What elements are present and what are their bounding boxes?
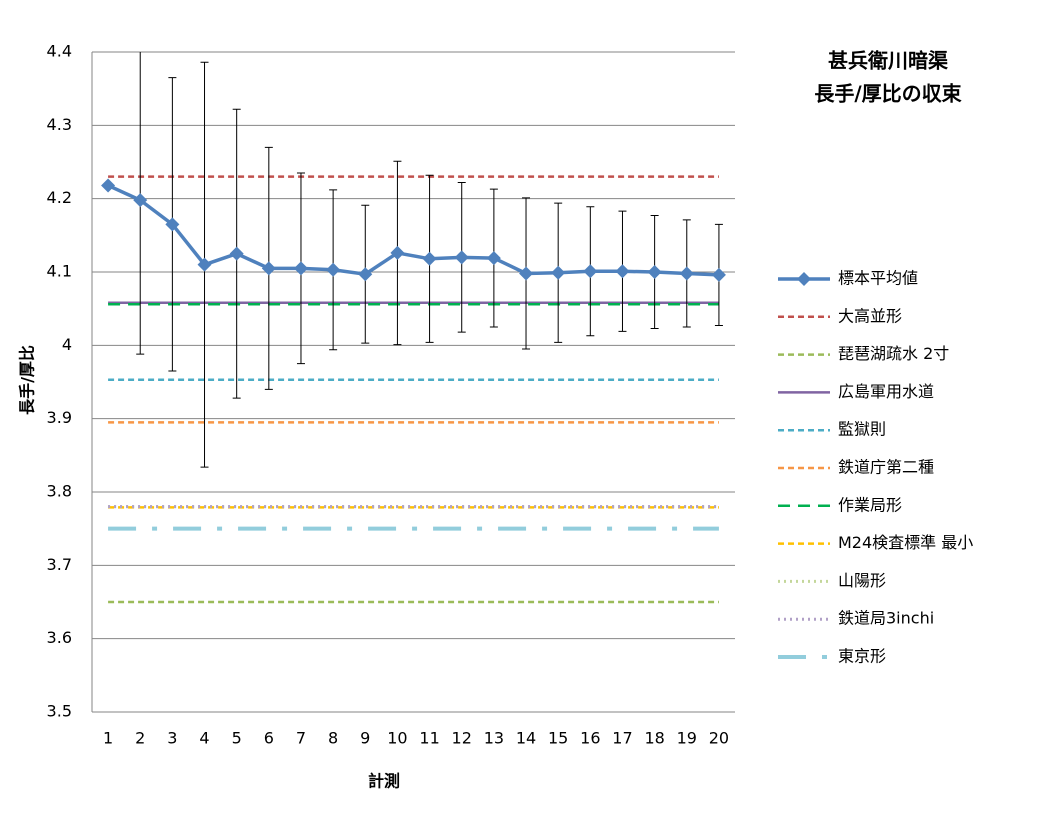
x-tick-label: 17 xyxy=(612,729,632,748)
x-tick-label: 4 xyxy=(199,729,209,748)
x-tick-label: 18 xyxy=(644,729,664,748)
x-tick-label: 9 xyxy=(360,729,370,748)
marker xyxy=(615,264,630,279)
y-tick-label: 4.4 xyxy=(47,42,72,61)
marker xyxy=(293,261,308,276)
x-tick-label: 15 xyxy=(548,729,568,748)
x-tick-label: 10 xyxy=(387,729,407,748)
legend-label: 広島軍用水道 xyxy=(838,382,934,401)
x-tick-label: 2 xyxy=(135,729,145,748)
x-tick-label: 3 xyxy=(167,729,177,748)
y-tick-label: 3.6 xyxy=(47,628,72,647)
x-tick-label: 11 xyxy=(419,729,439,748)
legend-label: 作業局形 xyxy=(838,495,902,514)
x-tick-label: 13 xyxy=(484,729,504,748)
legend-label: 山陽形 xyxy=(838,571,886,590)
marker xyxy=(165,217,180,232)
legend-label: 鉄道局3inchi xyxy=(838,609,934,628)
legend-label: 鉄道庁第二種 xyxy=(838,458,934,477)
chart-title: 甚兵衛川暗渠 xyxy=(828,49,949,73)
legend-label: 東京形 xyxy=(838,647,886,666)
legend-label: M24検査標準 最小 xyxy=(838,533,973,552)
y-tick-label: 3.5 xyxy=(47,702,72,721)
marker xyxy=(486,251,501,266)
x-tick-label: 14 xyxy=(516,729,536,748)
y-tick-label: 4.3 xyxy=(47,115,72,134)
marker xyxy=(358,267,373,282)
x-tick-label: 6 xyxy=(264,729,274,748)
plot-area xyxy=(101,52,726,604)
x-tick-label: 7 xyxy=(296,729,306,748)
marker xyxy=(519,266,534,281)
marker xyxy=(326,262,341,277)
marker xyxy=(551,265,566,280)
legend-label: 琵琶湖疏水 2寸 xyxy=(838,344,949,363)
x-tick-label: 16 xyxy=(580,729,600,748)
marker xyxy=(390,245,405,260)
y-tick-label: 3.8 xyxy=(47,482,72,501)
y-tick-label: 4.2 xyxy=(47,188,72,207)
x-tick-label: 5 xyxy=(232,729,242,748)
x-tick-label: 8 xyxy=(328,729,338,748)
marker xyxy=(261,261,276,276)
marker xyxy=(101,178,116,193)
y-tick-label: 4.1 xyxy=(47,262,72,281)
y-tick-label: 3.7 xyxy=(47,555,72,574)
x-tick-label: 1 xyxy=(103,729,113,748)
marker xyxy=(711,267,726,282)
legend-label: 大高並形 xyxy=(838,306,902,325)
y-axis-label: 長手/厚比 xyxy=(18,345,37,415)
marker xyxy=(647,265,662,279)
chart-title: 長手/厚比の収束 xyxy=(814,82,962,106)
marker xyxy=(583,264,598,279)
x-tick-label: 19 xyxy=(677,729,697,748)
y-tick-label: 3.9 xyxy=(47,408,72,427)
legend-label: 標本平均値 xyxy=(838,269,918,288)
legend-label: 監獄則 xyxy=(838,420,886,439)
marker xyxy=(422,251,437,266)
marker xyxy=(679,266,694,281)
marker xyxy=(454,250,469,265)
marker xyxy=(133,193,148,208)
legend-marker xyxy=(797,272,811,286)
x-axis-label: 計測 xyxy=(368,772,400,791)
marker xyxy=(229,246,244,261)
x-tick-label: 20 xyxy=(709,729,729,748)
x-tick-label: 12 xyxy=(452,729,472,748)
marker xyxy=(197,257,212,272)
y-tick-label: 4 xyxy=(62,335,72,354)
